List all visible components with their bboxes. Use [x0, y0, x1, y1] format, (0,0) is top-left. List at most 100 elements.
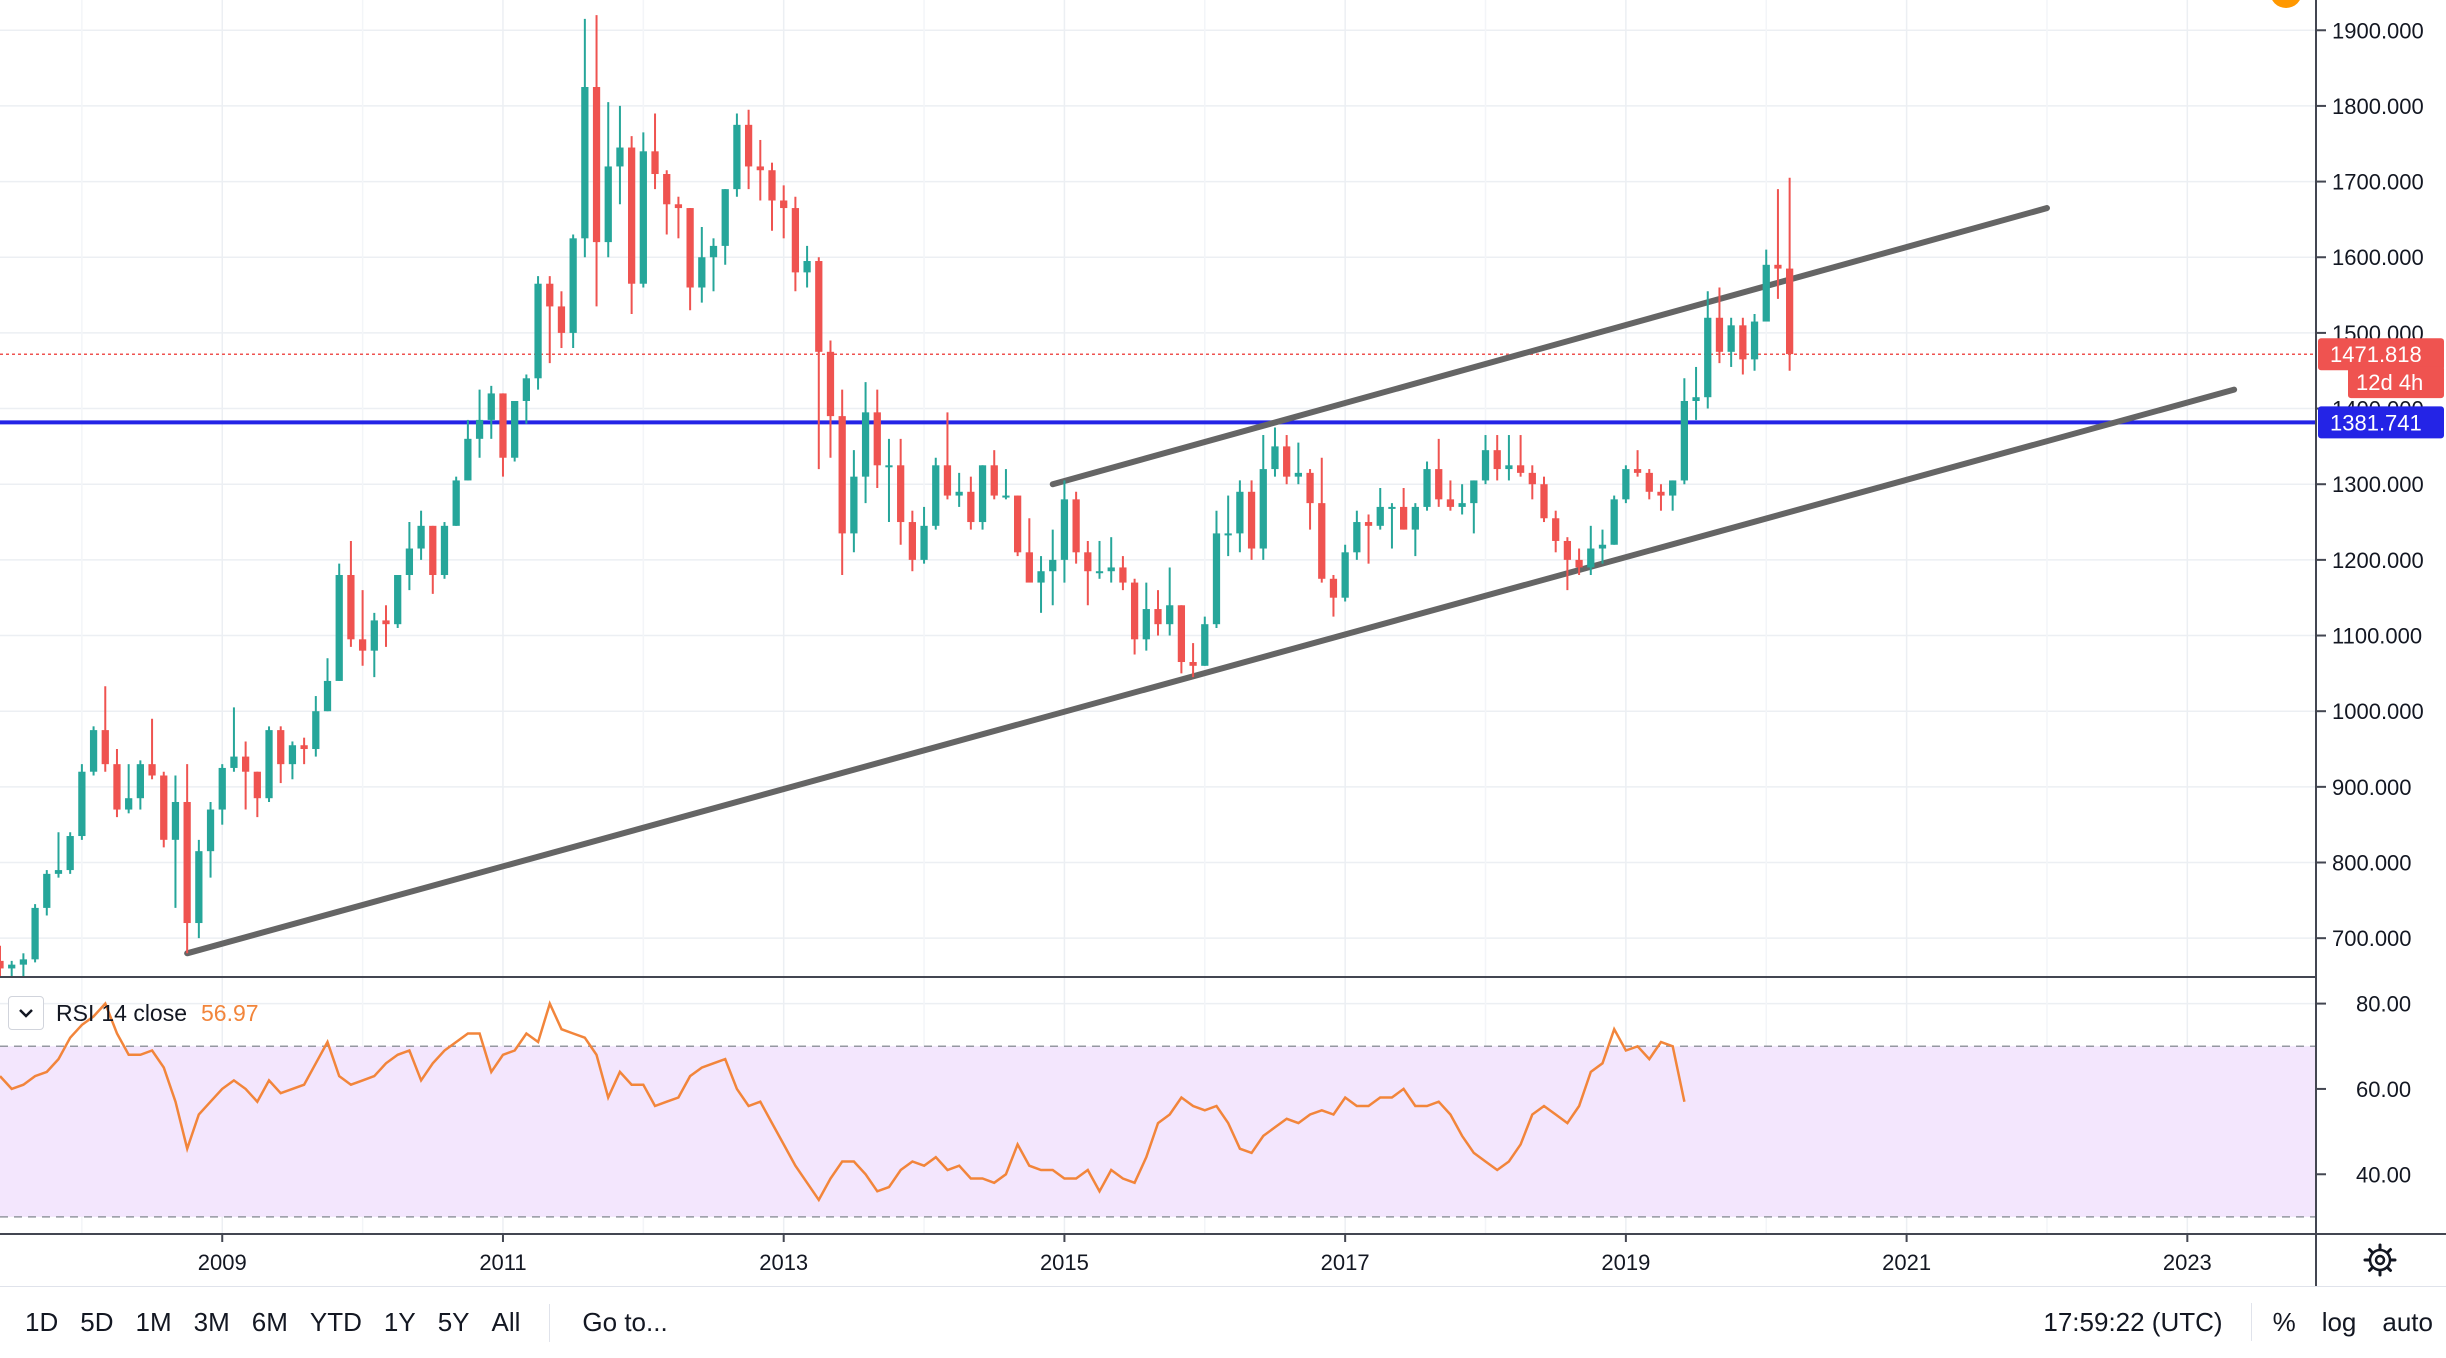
- price-tick-label: 900.000: [2332, 775, 2412, 800]
- candle: [1025, 518, 1033, 583]
- price-tick-label: 1100.000: [2332, 624, 2422, 649]
- price-tick-label: 1700.000: [2332, 170, 2424, 195]
- candle: [628, 136, 636, 314]
- price-tag-label: 1471.818: [2330, 342, 2422, 367]
- candle: [101, 686, 109, 772]
- log-scale-button[interactable]: log: [2321, 1306, 2357, 1337]
- candle: [967, 476, 975, 530]
- price-tick-label: 1800.000: [2332, 94, 2424, 119]
- candle: [382, 605, 390, 647]
- candle: [943, 412, 952, 500]
- trendlines[interactable]: [184, 205, 2238, 957]
- price-axis[interactable]: 700.000 800.000 900.000 1000.000 1100.000 120…: [2316, 18, 2424, 951]
- chevron-down-icon: [19, 1009, 33, 1018]
- range-ytd-button[interactable]: YTD: [309, 1307, 362, 1337]
- candle: [487, 385, 495, 439]
- candle: [1645, 469, 1653, 500]
- rsi-axis[interactable]: 40.00 60.00 80.00: [2316, 992, 2411, 1188]
- price-tag-label: 12d 4h: [2356, 370, 2423, 395]
- candle: [31, 904, 39, 963]
- gear-icon[interactable]: [2363, 1243, 2397, 1277]
- price-tick-label: 1600.000: [2332, 245, 2424, 270]
- candle: [651, 113, 659, 190]
- candle: [1446, 480, 1455, 511]
- candle: [721, 189, 729, 265]
- candle: [171, 775, 180, 908]
- candle: [616, 105, 624, 205]
- candle: [920, 506, 928, 564]
- candle: [78, 764, 86, 840]
- range-all-button[interactable]: All: [491, 1307, 521, 1337]
- candle: [1119, 556, 1127, 591]
- candle: [1587, 525, 1595, 576]
- candle: [265, 726, 273, 802]
- time-tick-label: 2013: [759, 1250, 808, 1275]
- candle: [1622, 465, 1630, 504]
- candle: [206, 801, 215, 878]
- candle: [1271, 427, 1279, 477]
- candle: [709, 238, 718, 292]
- candle: [557, 291, 566, 349]
- percent-scale-button[interactable]: %: [2272, 1306, 2296, 1337]
- candle: [1201, 616, 1209, 666]
- candle: [1049, 529, 1057, 606]
- range-1y-button[interactable]: 1Y: [383, 1307, 416, 1337]
- candle: [1692, 366, 1700, 420]
- rsi-legend: RSI 14 close 56.97: [8, 995, 259, 1031]
- price-tick-label: 1000.000: [2332, 699, 2424, 724]
- bottom-toolbar: 1D 5D 1M 3M 6M YTD 1Y 5Y All Go to... 17…: [0, 1286, 2446, 1358]
- candle: [1318, 457, 1326, 583]
- candle: [1704, 291, 1712, 409]
- candle: [148, 718, 156, 780]
- candle: [1552, 510, 1560, 553]
- chart-canvas[interactable]: 700.000 800.000 900.000 1000.000 1100.000 120…: [0, 0, 2446, 1286]
- range-1d-button[interactable]: 1D: [25, 1307, 59, 1337]
- candle: [1236, 480, 1244, 553]
- range-6m-button[interactable]: 6M: [251, 1307, 288, 1337]
- candle: [780, 185, 788, 239]
- candle: [1283, 435, 1291, 485]
- rsi-legend-name[interactable]: RSI: [56, 999, 95, 1026]
- candle: [1177, 605, 1186, 674]
- rsi-legend-params[interactable]: 14 close: [101, 999, 188, 1026]
- candle: [1516, 435, 1525, 477]
- range-1m-button[interactable]: 1M: [135, 1307, 172, 1337]
- candle: [1528, 465, 1536, 500]
- candle: [604, 102, 612, 258]
- candle: [253, 771, 261, 818]
- go-to-button[interactable]: Go to...: [582, 1307, 668, 1337]
- candle: [1259, 435, 1267, 560]
- candle: [1493, 435, 1501, 481]
- collapse-button[interactable]: [8, 996, 44, 1030]
- candle: [1739, 317, 1747, 375]
- candle: [1072, 491, 1080, 564]
- time-axis[interactable]: 2009 2011 2013 2015 2017 2019 2021 2023: [198, 1234, 2212, 1275]
- candle: [1563, 537, 1572, 591]
- range-5d-button[interactable]: 5D: [80, 1307, 114, 1337]
- candle: [815, 257, 823, 470]
- range-5y-button[interactable]: 5Y: [437, 1307, 470, 1337]
- candle: [592, 15, 601, 307]
- candle: [347, 540, 355, 647]
- candle: [1294, 442, 1302, 485]
- candle: [89, 726, 98, 776]
- candle: [1470, 480, 1478, 534]
- candle: [1224, 495, 1232, 557]
- candle: [1575, 548, 1583, 576]
- clock[interactable]: 17:59:22 (UTC): [2043, 1306, 2223, 1337]
- candle: [522, 374, 530, 424]
- candle: [908, 510, 916, 572]
- candle: [43, 870, 51, 916]
- candle: [277, 726, 285, 784]
- auto-scale-button[interactable]: auto: [2382, 1306, 2433, 1337]
- rsi-series: [0, 1000, 1686, 1203]
- range-3m-button[interactable]: 3M: [193, 1307, 230, 1337]
- candle: [978, 465, 987, 530]
- candle: [429, 525, 437, 594]
- rsi-band-boundaries: [0, 1045, 2316, 1218]
- candle: [358, 590, 367, 666]
- candle: [1037, 556, 1045, 613]
- candle: [1130, 578, 1139, 655]
- orange-circle-icon[interactable]: [2270, 0, 2302, 8]
- candle: [1060, 480, 1069, 583]
